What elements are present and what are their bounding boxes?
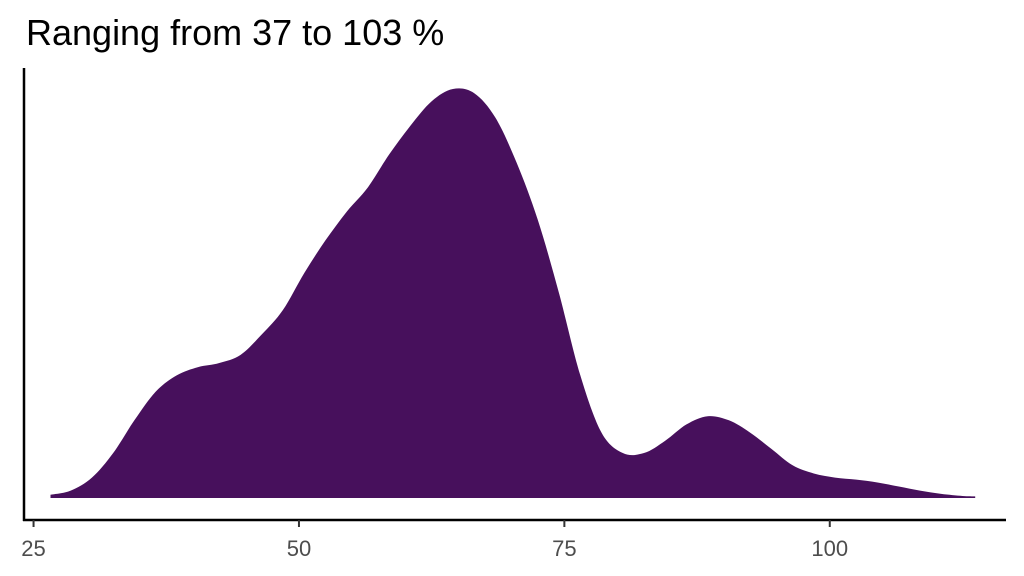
chart-title: Ranging from 37 to 103 %: [26, 12, 445, 53]
x-tick-label: 50: [287, 536, 311, 561]
x-tick-label: 75: [552, 536, 576, 561]
x-axis-ticks: 25 50 75 100: [21, 520, 848, 561]
x-tick-label: 100: [811, 536, 848, 561]
x-tick-label: 25: [21, 536, 45, 561]
density-area: [50, 88, 976, 498]
